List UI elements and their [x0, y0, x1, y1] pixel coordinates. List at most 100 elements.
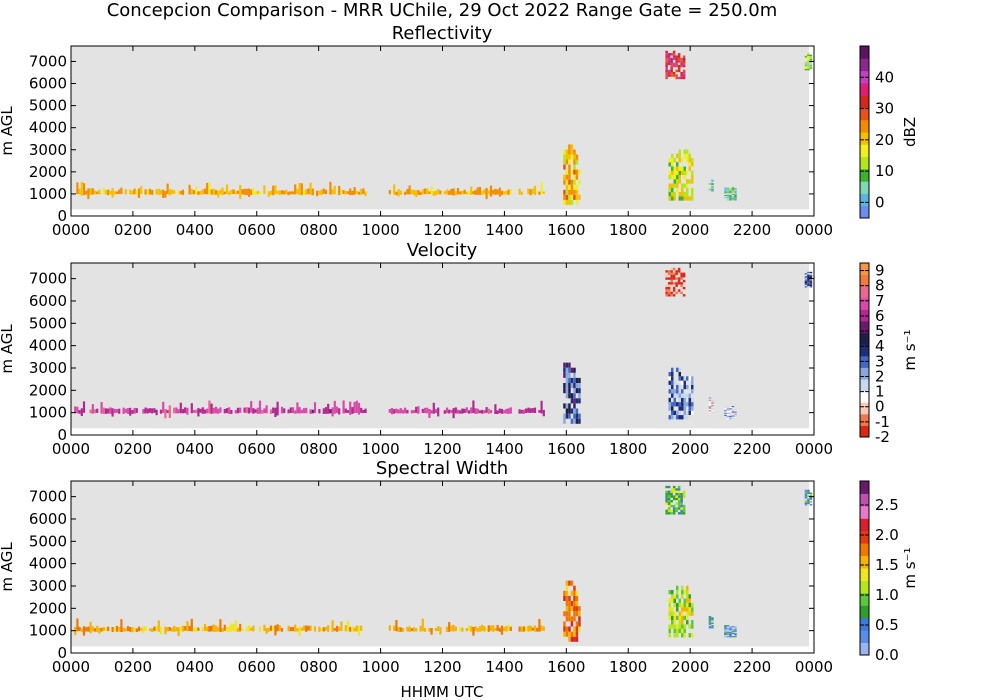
data-cell: [667, 286, 671, 290]
data-cell: [724, 627, 727, 629]
data-cell: [671, 389, 674, 394]
colorbar-tick-label: 20: [875, 131, 894, 149]
data-cell: [686, 384, 689, 390]
data-cell: [327, 625, 330, 632]
data-cell: [675, 289, 678, 292]
data-cell: [568, 154, 571, 160]
data-cell: [179, 626, 182, 632]
x-tick-label: 0000: [52, 440, 90, 458]
data-cell: [570, 144, 574, 150]
data-cell: [563, 154, 566, 160]
data-cell: [93, 409, 97, 414]
data-cell: [678, 624, 681, 629]
data-cell: [404, 407, 407, 414]
data-cell: [342, 400, 345, 414]
data-cell: [807, 274, 810, 276]
data-cell: [164, 191, 167, 198]
data-cell: [575, 413, 579, 419]
data-cell: [302, 625, 306, 631]
data-cell: [683, 384, 686, 390]
data-cell: [421, 408, 424, 413]
data-cell: [726, 189, 730, 191]
data-cell: [483, 189, 486, 195]
colorbar-tick-label: 1.5: [875, 556, 899, 574]
data-cell: [688, 397, 691, 403]
data-cell: [677, 507, 681, 510]
data-cell: [675, 62, 678, 65]
data-cell: [82, 183, 86, 196]
data-cell: [804, 279, 808, 281]
data-cell: [683, 183, 686, 188]
data-cell: [316, 190, 319, 197]
colorbar-segment: [860, 481, 869, 494]
data-cell: [565, 159, 569, 165]
data-cell: [454, 626, 457, 631]
data-cell: [236, 407, 240, 414]
data-cell: [671, 376, 674, 381]
data-cell: [188, 184, 191, 195]
colorbar-segment: [860, 379, 869, 392]
data-cell: [807, 281, 810, 284]
data-cell: [729, 414, 732, 416]
data-cell: [151, 189, 154, 195]
data-cell: [540, 182, 543, 195]
data-cell: [676, 410, 679, 415]
data-cell: [570, 590, 574, 596]
data-cell: [518, 409, 521, 414]
data-cell: [671, 624, 674, 629]
data-cell: [734, 409, 737, 411]
data-cell: [232, 189, 235, 194]
data-cell: [807, 54, 810, 57]
data-cell: [131, 190, 134, 195]
data-cell: [729, 417, 732, 419]
y-tick-label: 1000: [29, 404, 67, 422]
data-cell: [465, 191, 468, 195]
data-cell: [565, 199, 569, 205]
x-tick-label: 0800: [300, 658, 338, 676]
data-cell: [691, 389, 694, 394]
data-cell: [432, 402, 435, 414]
data-cell: [724, 197, 727, 199]
data-cell: [665, 67, 668, 70]
data-cell: [804, 495, 808, 497]
data-cell: [668, 158, 671, 163]
data-cell: [465, 407, 468, 413]
data-cell: [731, 187, 735, 189]
colorbar-segment: [860, 367, 869, 380]
data-cell: [682, 62, 686, 65]
data-cell: [570, 184, 574, 190]
data-cell: [399, 190, 402, 195]
data-cell: [724, 634, 727, 636]
data-cell: [305, 189, 308, 195]
data-cell: [678, 389, 681, 394]
data-cell: [291, 627, 295, 632]
data-cell: [665, 72, 668, 75]
data-cell: [691, 611, 694, 616]
data-cell: [680, 64, 683, 68]
data-cell: [670, 282, 673, 285]
data-cell: [672, 507, 676, 510]
data-cell: [676, 384, 679, 390]
data-cell: [665, 76, 668, 80]
data-cell: [734, 192, 737, 194]
data-cell: [210, 625, 213, 632]
data-cell: [563, 159, 566, 165]
data-cell: [680, 502, 683, 505]
y-tick-label: 4000: [29, 555, 67, 573]
data-cell: [708, 407, 712, 409]
data-cell: [683, 602, 686, 608]
data-cell: [322, 408, 325, 414]
data-cell: [734, 198, 737, 200]
data-cell: [505, 190, 508, 195]
x-tick-label: 1800: [609, 658, 647, 676]
data-cell: [188, 625, 191, 631]
y-tick-label: 3000: [29, 359, 67, 377]
data-cell: [682, 69, 686, 73]
data-cell: [670, 69, 673, 73]
data-cell: [682, 74, 686, 77]
data-cell: [804, 67, 808, 69]
data-cell: [184, 407, 187, 414]
data-cell: [731, 410, 735, 412]
data-cell: [573, 184, 576, 190]
